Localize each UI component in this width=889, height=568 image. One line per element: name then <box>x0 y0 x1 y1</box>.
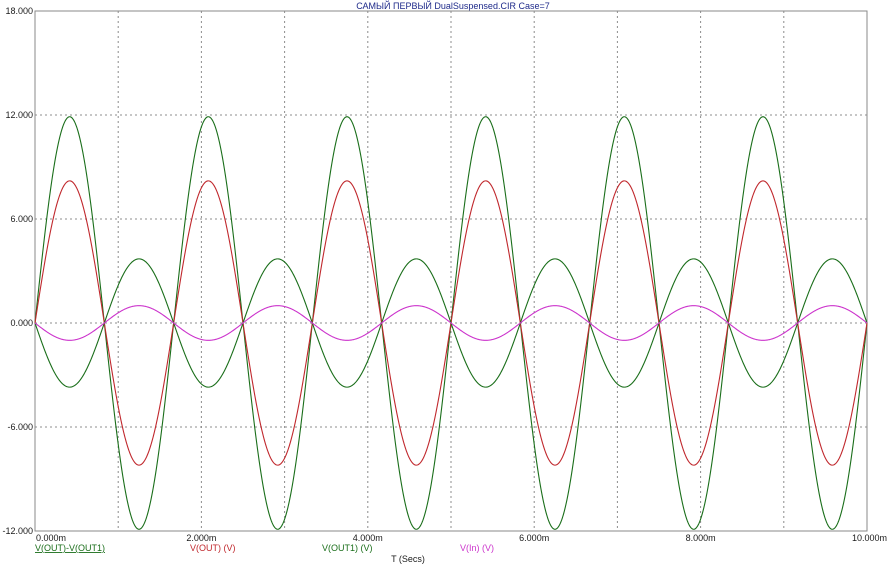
y-tick-label: 12.000 <box>5 110 33 120</box>
y-tick-label: -6.000 <box>7 422 33 432</box>
grid <box>35 11 867 531</box>
legend-entry: V(OUT1) (V) <box>322 543 373 553</box>
legend: V(OUT)-V(OUT1) V(OUT) (V) V(OUT1) (V) V(In)… <box>35 543 494 553</box>
x-tick-label: 0.000m <box>36 533 66 543</box>
legend-entry: V(OUT) (V) <box>190 543 236 553</box>
y-tick-label: -12.000 <box>2 526 33 536</box>
x-tick-label: 6.000m <box>519 533 549 543</box>
x-tick-labels: 0.000m 2.000m 4.000m 6.000m 8.000m 10.000m <box>36 533 887 543</box>
plot-frame <box>34 10 868 532</box>
x-tick-label: 8.000m <box>686 533 716 543</box>
x-tick-label: 2.000m <box>186 533 216 543</box>
legend-entry: V(In) (V) <box>460 543 494 553</box>
y-tick-labels: -12.000 -6.000 0.000 6.000 12.000 18.000 <box>2 6 33 536</box>
x-axis-label: T (Secs) <box>391 554 425 564</box>
y-tick-label: 18.000 <box>5 6 33 16</box>
x-tick-label: 4.000m <box>353 533 383 543</box>
chart-title: САМЫЙ ПЕРВЫЙ DualSuspensed.CIR Case=7 <box>356 0 549 11</box>
series-group <box>34 116 868 530</box>
legend-entry: V(OUT)-V(OUT1) <box>35 543 105 553</box>
series-line <box>34 305 868 341</box>
y-tick-label: 6.000 <box>10 214 33 224</box>
x-tick-label: 10.000m <box>852 533 887 543</box>
y-tick-label: 0.000 <box>10 318 33 328</box>
